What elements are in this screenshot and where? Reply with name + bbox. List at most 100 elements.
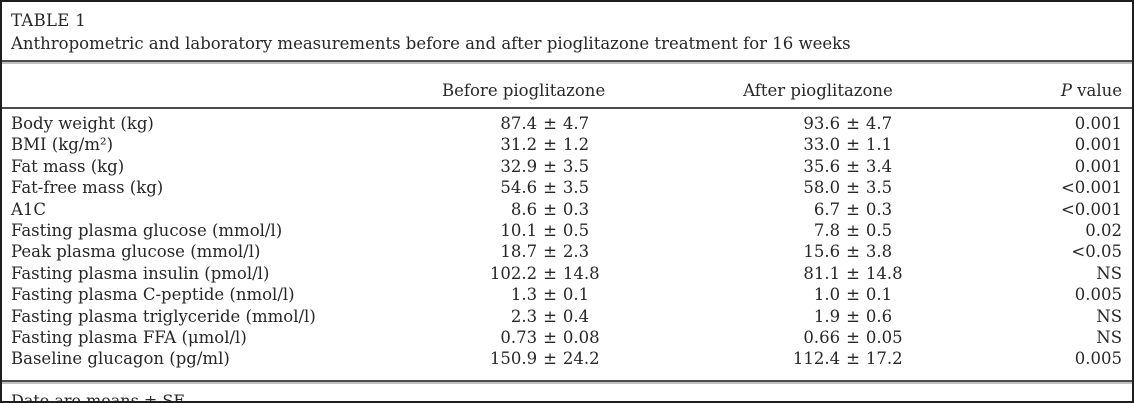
row-label: BMI (kg/m²) — [11, 135, 114, 155]
before-value: 87.4 ±4.7 — [473, 113, 627, 134]
table-head: Before pioglitazone After pioglitazone P… — [2, 64, 1132, 109]
plus-minus-sign: ± — [543, 242, 557, 262]
mean-value: 35.6 — [803, 156, 841, 176]
table-caption: Anthropometric and laboratory measuremen… — [11, 34, 851, 53]
se-value: 3.5 — [562, 178, 590, 198]
table-number: TABLE 1 — [11, 11, 86, 30]
after-value-cell: 6.7 ±0.3 — [658, 199, 1048, 220]
plus-minus-sign: ± — [543, 199, 557, 219]
se-value: 4.7 — [865, 114, 893, 133]
after-value-cell: 112.4 ±17.2 — [658, 348, 1048, 374]
mean-value: 87.4 — [500, 114, 538, 133]
before-value-cell: 0.73 ±0.08 — [442, 327, 658, 348]
before-value-cell: 1.3 ±0.1 — [442, 284, 658, 305]
plus-minus-sign: ± — [846, 156, 860, 176]
mean-value: 1.9 — [813, 306, 841, 326]
se-value: 14.8 — [562, 263, 600, 283]
se-value: 1.2 — [562, 135, 590, 155]
se-value: 2.3 — [562, 242, 590, 262]
se-value: 1.1 — [865, 135, 893, 155]
p-value-cell: <0.05 — [1071, 242, 1122, 262]
plus-minus-sign: ± — [543, 306, 557, 326]
p-value-cell: 0.005 — [1074, 349, 1122, 369]
mean-value: 0.66 — [803, 328, 841, 348]
before-value-cell: 31.2 ±1.2 — [442, 134, 658, 155]
after-value: 0.66 ±0.05 — [776, 327, 930, 348]
measurements-table: Before pioglitazone After pioglitazone P… — [2, 64, 1132, 375]
plus-minus-sign: ± — [846, 242, 860, 262]
se-value: 3.5 — [865, 178, 893, 198]
mean-value: 33.0 — [803, 135, 841, 155]
before-value-cell: 102.2 ±14.8 — [442, 263, 658, 284]
se-value: 0.05 — [865, 328, 903, 348]
column-header-p-value: P value — [1048, 64, 1132, 109]
p-value-cell: <0.001 — [1060, 199, 1122, 219]
after-value-cell: 33.0 ±1.1 — [658, 134, 1048, 155]
se-value: 0.3 — [562, 199, 590, 219]
before-value-cell: 8.6 ±0.3 — [442, 199, 658, 220]
p-value-cell: NS — [1096, 306, 1122, 326]
table-row: Fasting plasma insulin (pmol/l) 102.2 ±14… — [2, 263, 1132, 284]
se-value: 3.4 — [865, 156, 893, 176]
mean-value: 58.0 — [803, 178, 841, 198]
mean-value: 81.1 — [803, 263, 841, 283]
before-value: 18.7 ±2.3 — [473, 241, 627, 262]
column-header-before: Before pioglitazone — [442, 64, 658, 109]
after-value: 6.7 ±0.3 — [776, 199, 930, 220]
after-value-cell: 7.8 ±0.5 — [658, 220, 1048, 241]
before-value: 150.9 ±24.2 — [473, 348, 627, 369]
before-value: 31.2 ±1.2 — [473, 134, 627, 155]
row-label: Fasting plasma triglyceride (mmol/l) — [11, 306, 316, 326]
before-value: 32.9 ±3.5 — [473, 156, 627, 177]
column-header-row: Before pioglitazone After pioglitazone P… — [2, 64, 1132, 109]
after-value: 112.4 ±17.2 — [776, 348, 930, 369]
row-label: Baseline glucagon (pg/ml) — [11, 349, 230, 369]
mean-value: 18.7 — [500, 242, 538, 262]
row-label: Fat mass (kg) — [11, 156, 125, 176]
plus-minus-sign: ± — [846, 199, 860, 219]
plus-minus-sign: ± — [846, 221, 860, 241]
after-value-cell: 81.1 ±14.8 — [658, 263, 1048, 284]
column-header-after: After pioglitazone — [658, 64, 1048, 109]
after-value: 1.9 ±0.6 — [776, 306, 930, 327]
p-value-cell: NS — [1096, 328, 1122, 348]
plus-minus-sign: ± — [846, 135, 860, 155]
mean-value: 150.9 — [489, 349, 538, 369]
se-value: 3.8 — [865, 242, 893, 262]
se-value: 0.5 — [865, 221, 893, 241]
table-header-block: TABLE 1 Anthropometric and laboratory me… — [2, 2, 1132, 60]
se-value: 0.1 — [865, 285, 893, 305]
se-value: 0.08 — [562, 328, 600, 348]
plus-minus-sign: ± — [846, 306, 860, 326]
row-label: Peak plasma glucose (mmol/l) — [11, 242, 261, 262]
plus-minus-sign: ± — [543, 178, 557, 198]
mean-value: 10.1 — [500, 221, 538, 241]
mean-value: 6.7 — [813, 199, 841, 219]
before-value: 8.6 ±0.3 — [473, 199, 627, 220]
table-body: Body weight (kg) 87.4 ±4.7 93.6 ±4.7 0.001… — [2, 108, 1132, 375]
table-footnote: Date are means ± SE. — [11, 390, 191, 403]
se-value: 4.7 — [562, 114, 590, 133]
table-row: BMI (kg/m²) 31.2 ±1.2 33.0 ±1.1 0.001 — [2, 134, 1132, 155]
before-value: 10.1 ±0.5 — [473, 220, 627, 241]
before-value-cell: 18.7 ±2.3 — [442, 241, 658, 262]
se-value: 14.8 — [865, 263, 903, 283]
mean-value: 0.73 — [500, 328, 538, 348]
plus-minus-sign: ± — [543, 135, 557, 155]
mean-value: 31.2 — [500, 135, 538, 155]
se-value: 0.4 — [562, 306, 590, 326]
before-value-cell: 2.3 ±0.4 — [442, 306, 658, 327]
header-empty-cell — [2, 64, 442, 109]
after-value: 33.0 ±1.1 — [776, 134, 930, 155]
plus-minus-sign: ± — [543, 349, 557, 369]
p-value-cell: 0.001 — [1074, 135, 1122, 155]
plus-minus-sign: ± — [846, 328, 860, 348]
mean-value: 54.6 — [500, 178, 538, 198]
after-value: 35.6 ±3.4 — [776, 156, 930, 177]
after-value: 15.6 ±3.8 — [776, 241, 930, 262]
before-value: 54.6 ±3.5 — [473, 177, 627, 198]
after-value-cell: 58.0 ±3.5 — [658, 177, 1048, 198]
plus-minus-sign: ± — [846, 349, 860, 369]
table-row: Fasting plasma C-peptide (nmol/l) 1.3 ±0.… — [2, 284, 1132, 305]
p-value-cell: 0.001 — [1074, 156, 1122, 176]
